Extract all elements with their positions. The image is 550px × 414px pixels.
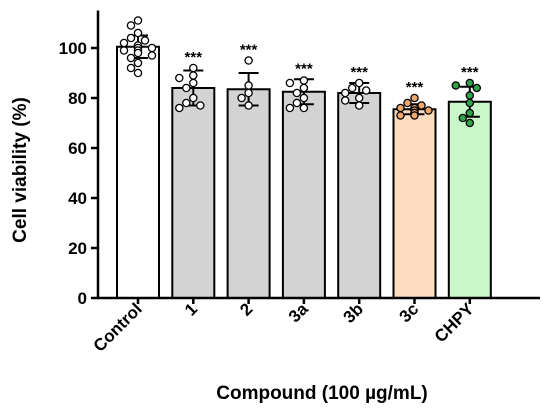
y-axis-title: Cell viability (%): [10, 97, 31, 243]
bar-2: [226, 88, 271, 299]
data-point: [465, 108, 475, 118]
data-point: [340, 88, 350, 98]
data-point: [244, 56, 253, 65]
x-tick-label: 2: [236, 299, 256, 319]
data-point: [175, 73, 184, 83]
data-point: [285, 103, 295, 113]
bar-3b: [337, 92, 382, 299]
data-point: [347, 83, 357, 93]
data-point: [237, 93, 246, 103]
data-point: [126, 33, 136, 43]
data-point: [119, 38, 129, 48]
data-point: [244, 88, 253, 98]
data-point: [133, 48, 143, 58]
data-point: [465, 98, 475, 108]
x-tick-labels: Control 1 2 3a 3b 3c CHPY: [90, 298, 478, 356]
data-point: [189, 93, 198, 103]
y-ticks: 0 20 40 60 80 100: [59, 39, 98, 308]
data-point: [299, 93, 309, 103]
data-point: [424, 106, 433, 115]
data-point: [244, 81, 253, 90]
data-point: [299, 83, 309, 93]
bar-control: [116, 45, 160, 299]
data-point: [472, 83, 482, 93]
x-tick-label: 3a: [285, 299, 312, 326]
data-point: [147, 43, 157, 53]
data-point: [189, 71, 198, 80]
significance-label: ***: [185, 49, 203, 66]
data-point: [182, 83, 191, 93]
y-tick-label: 80: [68, 89, 87, 108]
data-point: [465, 91, 475, 100]
bar-chpy: [447, 100, 492, 299]
x-tick-label: Control: [90, 299, 146, 355]
data-point: [133, 16, 143, 25]
x-tick-label: 3b: [340, 299, 367, 326]
data-points-layer: [119, 16, 482, 128]
significance-label: ***: [350, 64, 368, 81]
data-point: [410, 111, 419, 120]
axes-layer: [96, 10, 540, 300]
data-point: [292, 88, 302, 98]
data-point: [147, 51, 157, 60]
data-point: [299, 103, 309, 113]
data-point: [133, 68, 143, 78]
data-point: [410, 93, 419, 103]
data-point: [126, 63, 136, 73]
data-point: [340, 96, 350, 105]
significance-labels: *** *** *** *** *** ***: [185, 42, 479, 97]
data-point: [417, 101, 426, 110]
data-point: [396, 103, 405, 113]
y-tick-label: 60: [68, 139, 87, 158]
significance-label: ***: [406, 79, 424, 96]
data-point: [396, 111, 405, 120]
data-point: [458, 113, 468, 123]
y-tick-label: 100: [59, 39, 87, 58]
x-tick-label: 1: [181, 299, 201, 319]
significance-label: ***: [461, 64, 479, 81]
x-axis-title: Compound (100 µg/mL): [216, 383, 428, 404]
data-point: [175, 103, 184, 113]
data-point: [182, 98, 191, 108]
x-tick-label: CHPY: [431, 299, 478, 346]
data-point: [292, 98, 302, 108]
data-point: [403, 98, 412, 108]
data-point: [133, 28, 143, 38]
data-point: [354, 93, 364, 103]
data-point: [465, 78, 475, 88]
y-tick-label: 20: [68, 239, 87, 258]
data-point: [119, 46, 129, 55]
y-tick-label: 40: [68, 189, 87, 208]
bar-3c: [392, 108, 437, 299]
data-point: [465, 118, 475, 128]
data-point: [451, 81, 461, 90]
data-point: [189, 78, 198, 88]
x-tick-label: 3c: [396, 299, 423, 326]
data-point: [196, 101, 205, 110]
data-point: [354, 78, 364, 88]
data-point: [244, 101, 253, 110]
data-point: [361, 86, 371, 95]
data-point: [126, 53, 136, 63]
data-point: [140, 36, 150, 45]
significance-label: ***: [295, 60, 313, 77]
bar-3a: [281, 90, 326, 299]
data-point: [133, 58, 143, 68]
y-tick-label: 0: [78, 289, 87, 308]
data-point: [285, 78, 295, 88]
data-point: [126, 21, 136, 30]
data-point: [299, 76, 309, 85]
data-point: [354, 101, 364, 110]
significance-label: ***: [240, 42, 258, 59]
bar-1: [171, 87, 216, 299]
